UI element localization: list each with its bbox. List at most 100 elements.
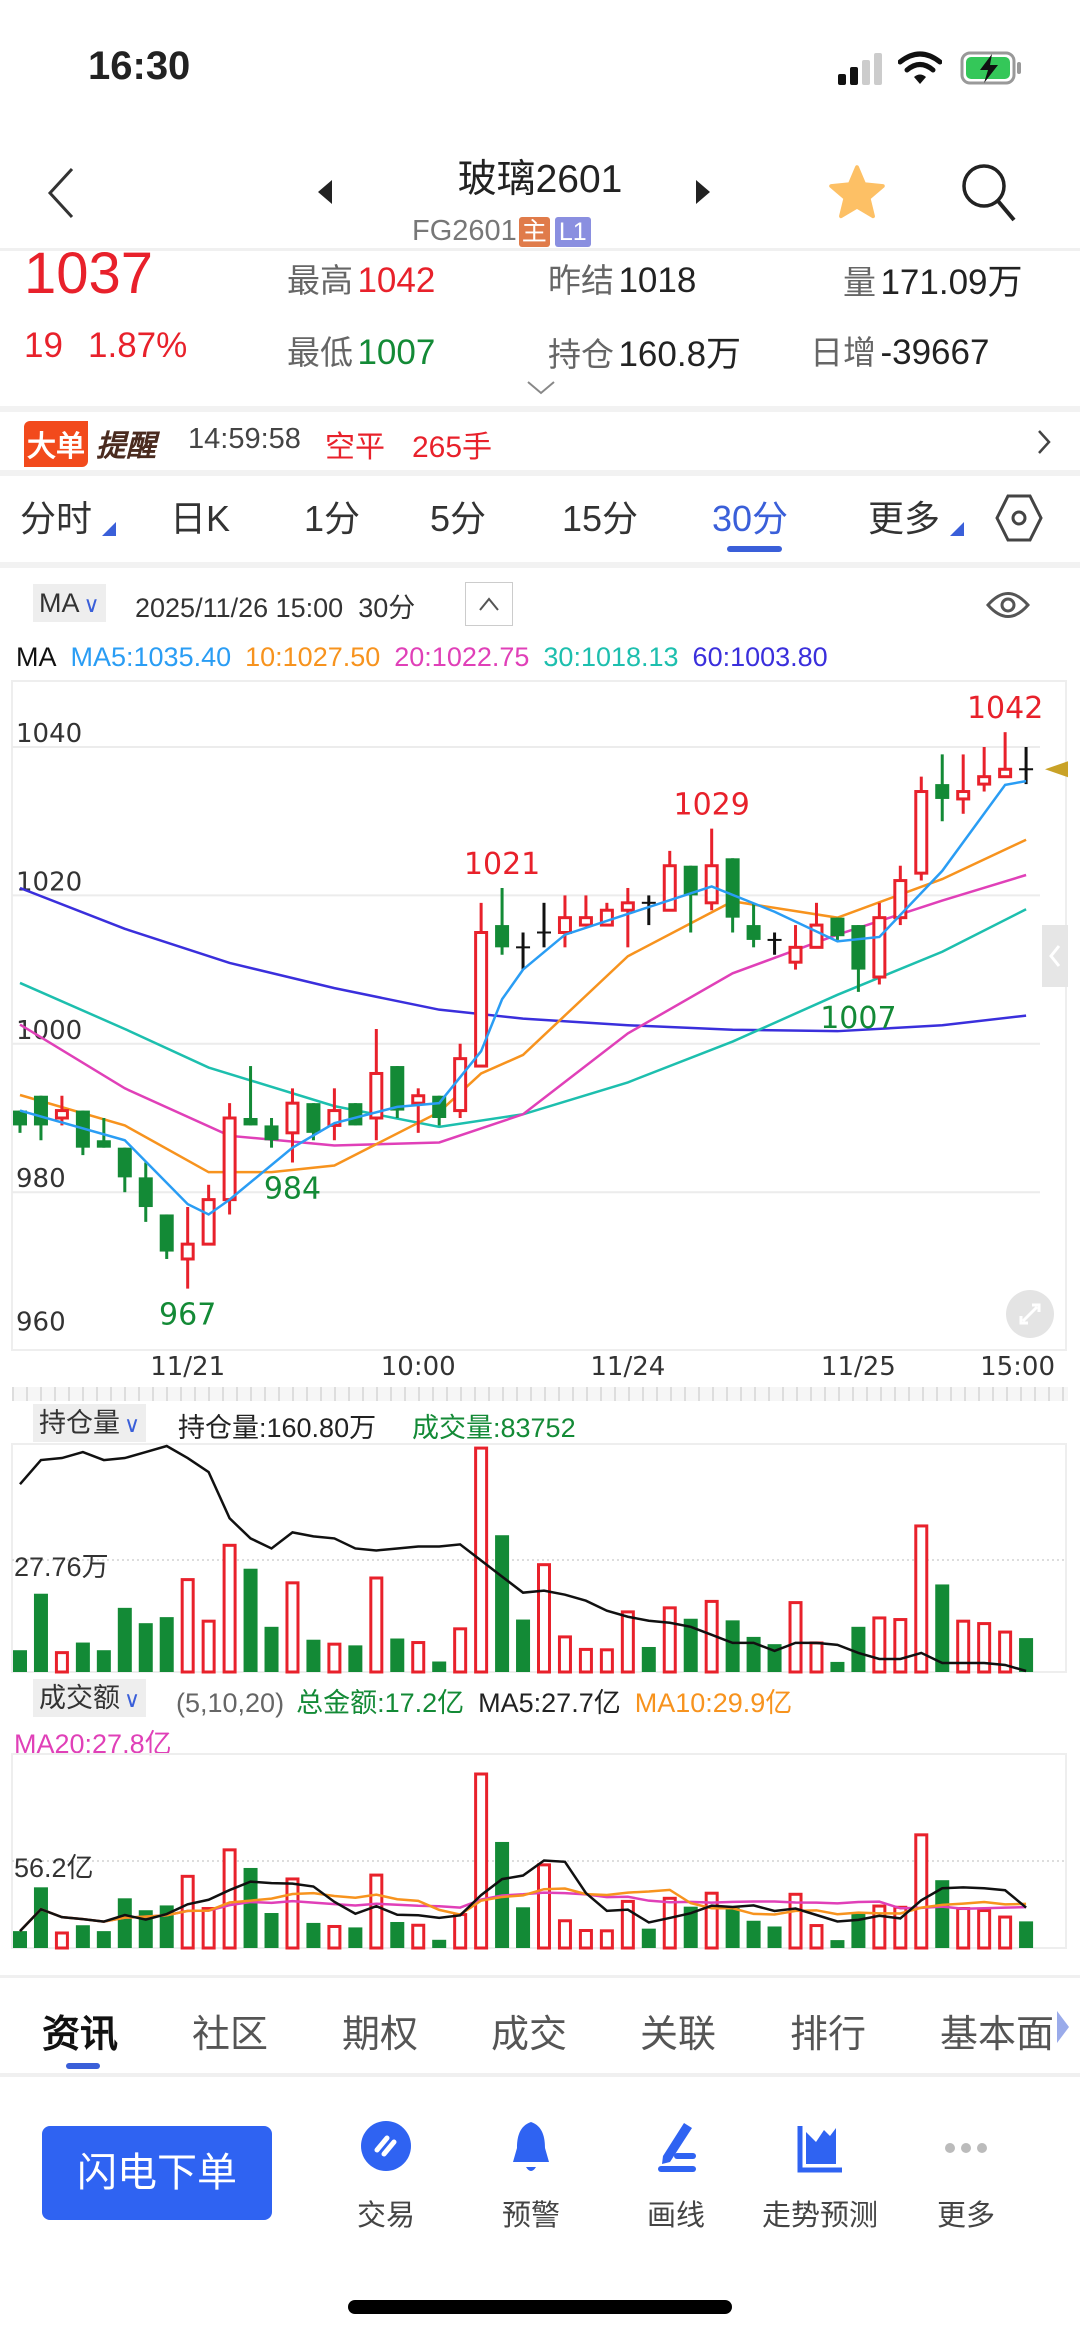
oi-readout: 持仓量:160.80万 <box>178 1413 377 1443</box>
turnover-chart[interactable] <box>0 1752 1080 1952</box>
turnover-bar-up <box>704 1891 719 1950</box>
toolbar-alert[interactable]: 预警 <box>466 2120 596 2232</box>
tab-daily-k[interactable]: 日K <box>170 498 231 539</box>
volume-bar-down <box>138 1623 153 1672</box>
search-icon[interactable] <box>958 160 1020 226</box>
volume-bar-down <box>96 1650 111 1672</box>
daily-increase-label: 日增 <box>810 334 876 371</box>
candle-body-down <box>243 1118 258 1126</box>
volume-bar-up <box>411 1641 426 1674</box>
candle-body-down <box>495 925 510 948</box>
candle-body-down <box>159 1214 174 1252</box>
collapse-button[interactable] <box>465 582 513 626</box>
next-triangle-icon[interactable] <box>694 178 712 206</box>
y-tick-label: 980 <box>16 1164 66 1194</box>
tab-intraday[interactable]: 分时 <box>20 498 93 539</box>
prev-triangle-icon[interactable] <box>316 178 334 206</box>
back-chevron-icon[interactable] <box>44 165 78 221</box>
volume-chart[interactable] <box>0 1440 1080 1680</box>
status-time: 16:30 <box>88 44 191 88</box>
volume-bar-up <box>222 1543 237 1674</box>
menu-corner-icon <box>950 522 964 536</box>
tab-community[interactable]: 社区 <box>192 2014 269 2056</box>
volume-bar-down <box>683 1618 698 1672</box>
x-tick-label: 11/21 <box>150 1352 225 1382</box>
toolbar-trade[interactable]: 交易 <box>321 2120 451 2232</box>
candle-body-up <box>557 916 572 935</box>
volume-bar-down <box>264 1626 279 1672</box>
volume-bar-up <box>369 1576 384 1674</box>
tab-30min[interactable]: 30分 <box>712 498 789 539</box>
volume-bar-up <box>809 1641 824 1674</box>
volume-bar-down <box>767 1644 782 1672</box>
flash-order-button[interactable]: 闪电下单 <box>42 2126 272 2220</box>
turnover-bar-up <box>453 1913 468 1950</box>
tab-ranking[interactable]: 排行 <box>790 2014 867 2056</box>
candle-body-down <box>13 1110 27 1126</box>
high-field: 最高 1042 <box>287 254 435 302</box>
open-interest-line <box>19 1444 1027 1673</box>
price-annotation-low: 967 <box>159 1298 216 1333</box>
page-title: 玻璃2601 <box>457 158 623 201</box>
candle-body-down <box>264 1125 279 1141</box>
candle-body-up <box>180 1242 195 1261</box>
tab-15min[interactable]: 15分 <box>562 498 639 539</box>
y-tick-label: 1040 <box>16 719 82 749</box>
open-interest-value: 160.8万 <box>618 335 742 374</box>
tab-5min[interactable]: 5分 <box>430 498 487 539</box>
tab-trades[interactable]: 成交 <box>491 2014 568 2056</box>
tab-news[interactable]: 资讯 <box>42 2014 119 2056</box>
turnover-bar-down <box>767 1926 782 1948</box>
prev-settle-field: 昨结 1018 <box>548 254 696 302</box>
candle-body-up <box>872 916 887 979</box>
candle-body-up <box>662 864 677 912</box>
eye-icon[interactable] <box>986 588 1030 622</box>
volume-bar-up <box>537 1563 551 1674</box>
expand-chevron-icon[interactable] <box>526 380 556 396</box>
open-interest-label: 持仓 <box>548 336 614 373</box>
candle-body-up <box>893 879 908 920</box>
side-panel-toggle[interactable] <box>1042 925 1068 987</box>
candle-body-down <box>935 784 950 799</box>
oi-indicator-dropdown[interactable]: 持仓量 ∨ <box>33 1404 147 1442</box>
candle-body-up <box>620 901 635 912</box>
tab-more[interactable]: 更多 <box>868 498 941 539</box>
tab-related[interactable]: 关联 <box>640 2014 717 2056</box>
tab-1min[interactable]: 1分 <box>304 498 361 539</box>
volume-value: 171.09万 <box>880 263 1023 302</box>
volume-bar-down <box>13 1650 27 1672</box>
volume-bar-up <box>201 1619 216 1674</box>
daily-increase-field: 日增 -39667 <box>810 326 989 374</box>
candle-body-up <box>578 916 593 927</box>
toolbar-draw[interactable]: 画线 <box>611 2120 741 2232</box>
candle-body-up <box>474 931 489 1068</box>
chevron-up-icon <box>479 597 499 611</box>
big-order-badge: 大单 <box>24 421 89 467</box>
turnover-legend: (5,10,20) 总金额:17.2亿 MA5:27.7亿 MA10:29.9亿 <box>176 1688 793 1718</box>
turnover-bar-up <box>327 1924 342 1950</box>
fullscreen-button[interactable] <box>1006 1290 1054 1338</box>
turnover-ma5-line <box>19 1859 1027 1932</box>
toolbar-more[interactable]: 更多 <box>901 2120 1031 2232</box>
volume-bar-up <box>662 1606 677 1674</box>
volume-bar-down <box>725 1620 740 1672</box>
turnover-bar-up <box>557 1919 572 1950</box>
star-icon[interactable] <box>826 162 888 224</box>
candle-body-down <box>117 1147 132 1178</box>
volume-bar-down <box>935 1584 950 1672</box>
turnover-indicator-dropdown[interactable]: 成交额 ∨ <box>33 1679 147 1717</box>
axis-strip <box>12 1387 1068 1401</box>
tab-options[interactable]: 期权 <box>342 2014 419 2056</box>
turnover-bar-down <box>13 1931 27 1948</box>
indicator-dropdown[interactable]: MA ∨ <box>33 584 106 622</box>
volume-bar-up <box>578 1647 593 1674</box>
scroll-right-icon[interactable] <box>1056 2010 1070 2044</box>
big-order-alert[interactable]: 大单 提醒 14:59:58 空平 265手 <box>0 412 1080 470</box>
turnover-bar-down <box>306 1922 321 1948</box>
toolbar-trend-forecast[interactable]: 走势预测 <box>755 2120 885 2232</box>
tab-fundamentals[interactable]: 基本面 <box>940 2014 1055 2056</box>
prev-settle-value: 1018 <box>618 261 697 300</box>
turnover-bar-up <box>788 1892 803 1950</box>
chart-settings-icon[interactable] <box>995 493 1043 543</box>
